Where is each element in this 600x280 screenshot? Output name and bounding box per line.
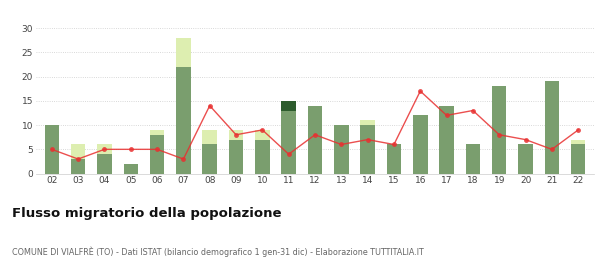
Bar <box>71 144 85 159</box>
Bar <box>229 140 243 174</box>
Bar <box>545 81 559 174</box>
Bar <box>124 164 138 174</box>
Bar <box>492 86 506 174</box>
Bar <box>334 125 349 174</box>
Bar <box>439 106 454 174</box>
Bar <box>176 38 191 67</box>
Bar <box>202 130 217 144</box>
Bar <box>281 111 296 174</box>
Bar <box>44 125 59 174</box>
Text: Flusso migratorio della popolazione: Flusso migratorio della popolazione <box>12 207 281 220</box>
Bar <box>518 144 533 174</box>
Bar <box>150 130 164 135</box>
Bar <box>361 125 375 174</box>
Bar <box>571 144 586 174</box>
Bar <box>255 140 269 174</box>
Bar <box>387 144 401 174</box>
Bar <box>281 101 296 111</box>
Bar <box>71 159 85 174</box>
Bar <box>202 144 217 174</box>
Text: COMUNE DI VIALFRÈ (TO) - Dati ISTAT (bilancio demografico 1 gen-31 dic) - Elabor: COMUNE DI VIALFRÈ (TO) - Dati ISTAT (bil… <box>12 246 424 257</box>
Bar <box>255 130 269 140</box>
Bar <box>361 120 375 125</box>
Bar <box>308 106 322 174</box>
Bar <box>413 115 428 174</box>
Bar <box>97 154 112 174</box>
Bar <box>571 140 586 144</box>
Bar <box>466 144 480 174</box>
Bar <box>229 130 243 140</box>
Bar <box>176 67 191 174</box>
Bar <box>150 135 164 174</box>
Bar <box>97 144 112 154</box>
